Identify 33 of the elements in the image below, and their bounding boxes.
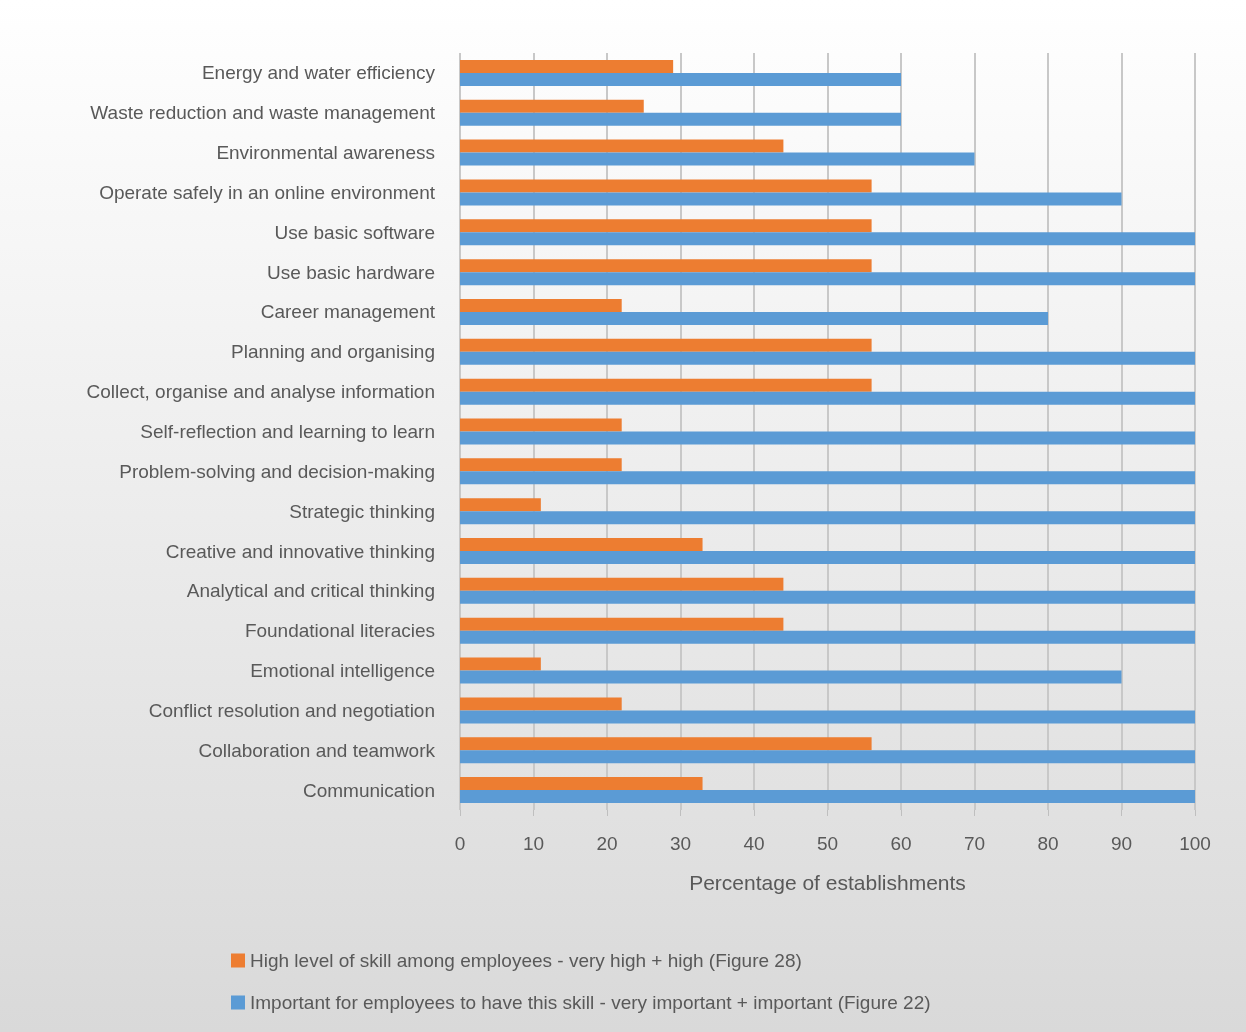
x-tick-label: 80 [1037,833,1059,854]
x-tick-label: 100 [1179,833,1211,854]
legend-label: High level of skill among employees - very high + high (Figure 28) [250,950,802,971]
x-tick-label: 30 [669,833,692,854]
x-axis-title: Percentage of establishments [689,871,966,894]
y-tick-label: Planning and organising [231,341,435,363]
y-tick-label: Analytical and critical thinking [186,580,435,602]
y-tick-label: Strategic thinking [289,500,435,522]
x-tick-label: 60 [890,833,912,854]
x-tick-label: 90 [1110,833,1133,854]
y-tick-label: Collaboration and teamwork [198,739,436,761]
y-tick-label: Career management [260,301,436,323]
y-tick-label: Use basic hardware [267,261,435,283]
x-tick-label: 40 [743,833,765,854]
x-tick-label: 70 [963,833,986,854]
y-tick-label: Foundational literacies [244,620,435,642]
y-tick-label: Waste reduction and waste management [90,102,436,124]
x-tick-label: 0 [454,833,466,854]
y-tick-label: Self-reflection and learning to learn [140,421,435,442]
y-tick-label: Problem-solving and decision-making [119,460,435,482]
legend-label: Important for employees to have this skill - very important + important (Figure 22) [250,992,931,1013]
y-tick-label: Collect, organise and analyse information [86,381,435,403]
y-tick-label: Environmental awareness [216,142,435,164]
y-tick-label: Conflict resolution and negotiation [148,699,435,721]
y-tick-label: Use basic software [274,221,435,243]
x-tick-label: 20 [596,833,618,854]
y-tick-label: Emotional intelligence [250,660,435,682]
x-tick-label: 10 [522,833,545,854]
x-tick-label: 50 [816,833,839,854]
y-tick-label: Energy and water efficiency [201,62,436,84]
y-tick-label: Communication [303,779,435,801]
y-tick-label: Operate safely in an online environment [99,181,436,203]
y-tick-label: Creative and innovative thinking [165,540,435,562]
